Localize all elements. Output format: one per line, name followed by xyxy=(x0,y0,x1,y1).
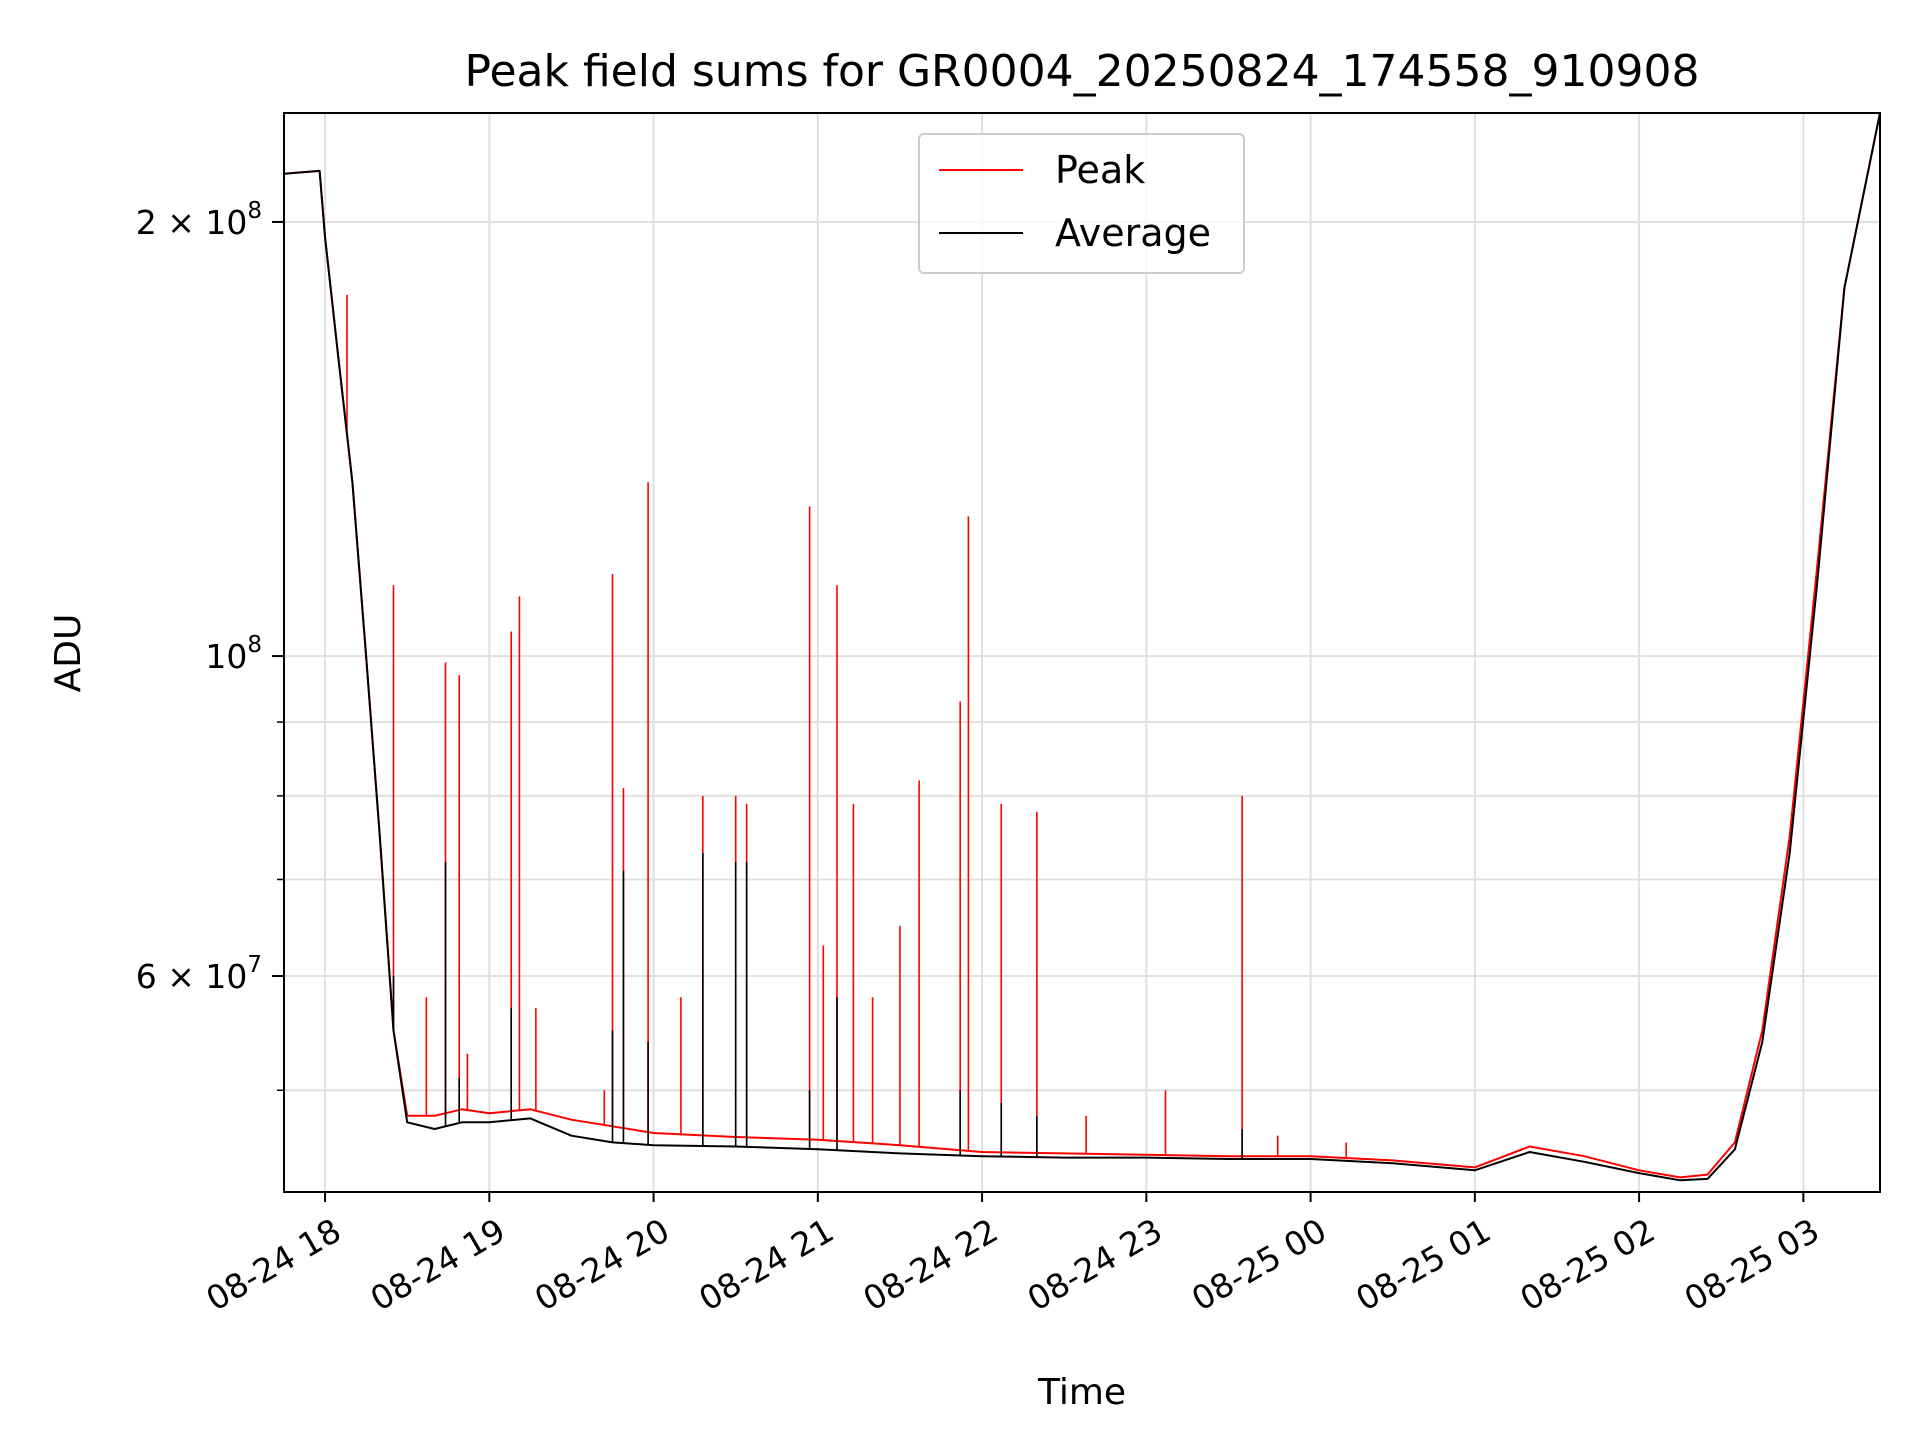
series-lines xyxy=(283,112,1881,1182)
legend-average-label: Average xyxy=(1055,211,1211,255)
legend-box xyxy=(918,133,1245,274)
x-axis-label: Time xyxy=(1037,1372,1126,1413)
y-axis-ticks: 2 × 108 108 6 × 107 xyxy=(136,198,284,1091)
y-tick-label: 2 × 108 xyxy=(136,198,262,242)
legend-peak-label: Peak xyxy=(1055,148,1145,192)
y-tick-label: 108 xyxy=(205,632,262,676)
series-average xyxy=(283,112,1881,1182)
chart-title: Peak field sums for GR0004_20250824_1745… xyxy=(465,46,1700,97)
y-axis-label: ADU xyxy=(48,614,89,693)
series-line-average xyxy=(283,112,1881,1182)
y-tick-label: 6 × 107 xyxy=(136,952,262,996)
legend: Peak Average xyxy=(918,133,1245,274)
plot-frame xyxy=(283,112,1881,1193)
